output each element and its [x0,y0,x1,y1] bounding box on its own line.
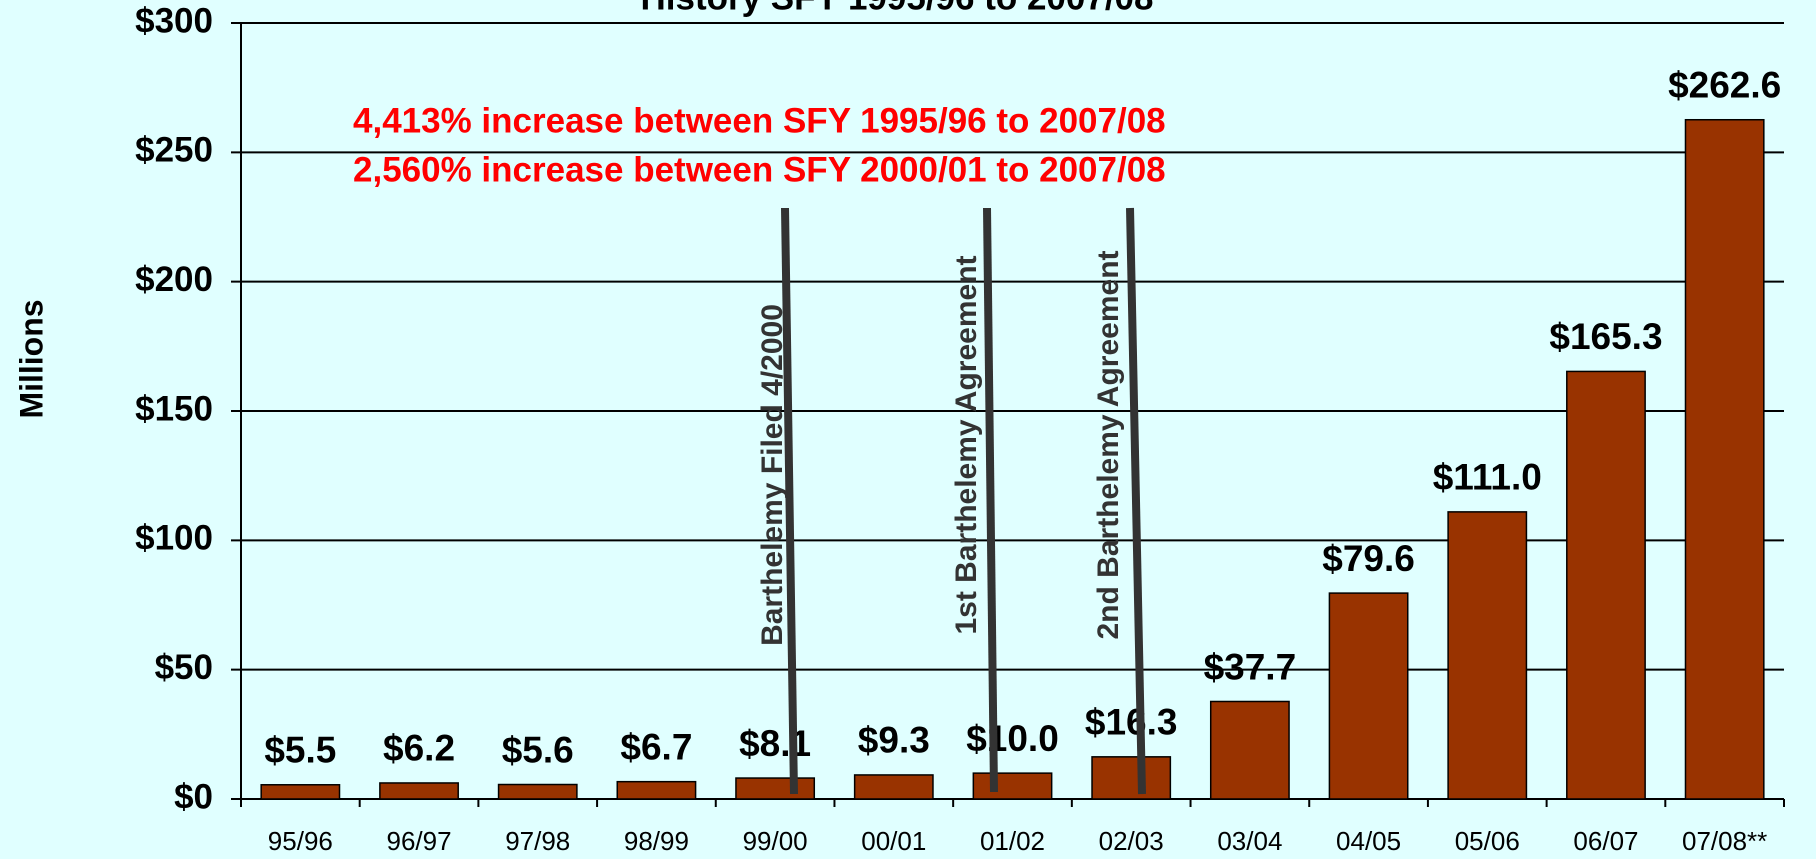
data-label: $37.7 [1204,646,1297,687]
y-tick-label: $50 [155,648,213,687]
chart-title: History SFY 1995/96 to 2007/08 [641,0,1154,17]
annotation: 2nd Barthelemy Agreement [1092,250,1125,639]
bar [735,777,816,800]
x-tick-label: 00/01 [861,826,926,856]
x-tick-label: 04/05 [1336,826,1401,856]
x-tick-label: 96/97 [386,826,451,856]
data-label: $6.2 [383,728,455,769]
y-tick-label: $300 [135,1,213,40]
data-label: $5.6 [502,729,574,770]
y-tick-label: $200 [135,260,213,299]
y-tick-label: $0 [174,777,213,816]
y-tick-label: $150 [135,389,213,428]
data-label: $262.6 [1668,65,1781,106]
x-tick-label: 03/04 [1217,826,1282,856]
bar [497,783,578,800]
bar [616,780,697,800]
bar [1209,700,1290,800]
x-tick-label: 07/08** [1682,826,1767,856]
x-tick-label: 02/03 [1099,826,1164,856]
bar [1447,511,1528,800]
data-label: $6.7 [620,726,692,767]
data-label: $5.5 [264,730,336,771]
x-tick-label: 95/96 [268,826,333,856]
bar [853,774,934,800]
x-tick-label: 98/99 [624,826,689,856]
data-label: $165.3 [1549,316,1662,357]
bar [972,772,1053,800]
y-tick-label: $250 [135,131,213,170]
annotation: Barthelemy Filed 4/2000 [756,304,789,646]
data-label: $16.3 [1085,702,1178,743]
bar [1328,592,1409,800]
bar [1684,118,1765,800]
bar [1566,370,1646,800]
data-label: $8.1 [739,723,811,764]
x-tick-label: 01/02 [980,826,1045,856]
data-label: $10.0 [966,718,1059,759]
data-label: $111.0 [1433,457,1542,498]
x-tick-label: 97/98 [505,826,570,856]
y-tick-label: $100 [135,519,213,558]
data-label: $79.6 [1322,538,1415,579]
x-tick-label: 99/00 [743,826,808,856]
bar [1091,756,1172,800]
annotation: 4,413% increase between SFY 1995/96 to 2… [353,101,1166,140]
marker-line [1126,207,1146,795]
annotation: 1st Barthelemy Agreement [950,255,983,634]
bar [260,784,341,800]
marker-line [781,207,798,795]
bar [379,782,459,800]
x-tick-label: 05/06 [1455,826,1520,856]
y-axis-label: Millions [13,299,49,418]
marker-line [983,207,998,793]
data-label: $9.3 [858,720,930,761]
annotation: 2,560% increase between SFY 2000/01 to 2… [353,150,1166,189]
x-tick-label: 06/07 [1573,826,1638,856]
